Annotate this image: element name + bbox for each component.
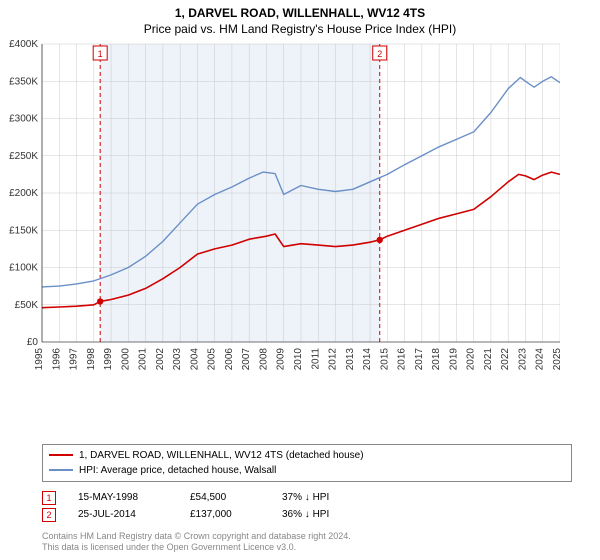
transaction-row: 1 15-MAY-1998 £54,500 37% ↓ HPI: [42, 491, 572, 505]
legend-item: HPI: Average price, detached house, Wals…: [49, 463, 565, 478]
svg-text:£250K: £250K: [9, 151, 38, 162]
transaction-price: £137,000: [190, 509, 260, 520]
legend-box: 1, DARVEL ROAD, WILLENHALL, WV12 4TS (de…: [42, 444, 572, 482]
svg-text:1997: 1997: [69, 348, 80, 371]
svg-text:1996: 1996: [51, 348, 62, 371]
transaction-marker: 1: [42, 491, 56, 505]
svg-text:1999: 1999: [103, 348, 114, 371]
svg-text:£50K: £50K: [15, 300, 39, 311]
legend-label: HPI: Average price, detached house, Wals…: [79, 463, 276, 478]
svg-text:2013: 2013: [345, 348, 356, 371]
svg-text:2018: 2018: [431, 348, 442, 371]
chart-svg: 1 2 £0 £50K £100K £150K £200K £250K £300K £350K £4…: [0, 36, 560, 376]
svg-text:2016: 2016: [397, 348, 408, 371]
svg-text:2006: 2006: [224, 348, 235, 371]
transaction-marker: 2: [42, 508, 56, 522]
svg-text:2000: 2000: [120, 348, 131, 371]
legend-label: 1, DARVEL ROAD, WILLENHALL, WV12 4TS (de…: [79, 448, 364, 463]
svg-text:2020: 2020: [466, 348, 477, 371]
chart-title-subtitle: Price paid vs. HM Land Registry's House …: [0, 22, 600, 36]
svg-text:2024: 2024: [535, 348, 546, 371]
svg-text:2001: 2001: [138, 348, 149, 371]
svg-text:2: 2: [377, 49, 382, 59]
svg-text:2010: 2010: [293, 348, 304, 371]
svg-text:2012: 2012: [328, 348, 339, 371]
svg-text:£350K: £350K: [9, 76, 38, 87]
svg-text:2007: 2007: [241, 348, 252, 371]
transaction-diff: 37% ↓ HPI: [282, 492, 329, 503]
svg-text:£300K: £300K: [9, 114, 38, 125]
transaction-diff: 36% ↓ HPI: [282, 509, 329, 520]
svg-text:2019: 2019: [448, 348, 459, 371]
svg-text:£100K: £100K: [9, 263, 38, 274]
svg-text:2009: 2009: [276, 348, 287, 371]
svg-text:2025: 2025: [552, 348, 560, 371]
svg-text:£0: £0: [27, 337, 39, 348]
svg-text:£400K: £400K: [9, 39, 38, 50]
chart-titles: 1, DARVEL ROAD, WILLENHALL, WV12 4TS Pri…: [0, 0, 600, 36]
legend-swatch: [49, 469, 73, 471]
svg-text:2015: 2015: [379, 348, 390, 371]
chart-plot-area: 1 2 £0 £50K £100K £150K £200K £250K £300K £350K £4…: [0, 36, 600, 438]
transaction-price: £54,500: [190, 492, 260, 503]
svg-text:2008: 2008: [258, 348, 269, 371]
svg-text:2014: 2014: [362, 348, 373, 371]
chart-title-address: 1, DARVEL ROAD, WILLENHALL, WV12 4TS: [0, 6, 600, 20]
svg-text:2022: 2022: [500, 348, 511, 371]
svg-text:2017: 2017: [414, 348, 425, 371]
svg-text:£150K: £150K: [9, 225, 38, 236]
svg-text:2002: 2002: [155, 348, 166, 371]
transaction-date: 25-JUL-2014: [78, 509, 168, 520]
transactions-list: 1 15-MAY-1998 £54,500 37% ↓ HPI 2 25-JUL…: [42, 488, 572, 525]
footer-line: Contains HM Land Registry data © Crown c…: [42, 531, 572, 543]
svg-text:2023: 2023: [517, 348, 528, 371]
svg-text:2011: 2011: [310, 348, 321, 370]
transaction-date: 15-MAY-1998: [78, 492, 168, 503]
svg-text:1995: 1995: [34, 348, 45, 371]
legend-swatch: [49, 454, 73, 456]
chart-container: 1, DARVEL ROAD, WILLENHALL, WV12 4TS Pri…: [0, 0, 600, 560]
svg-text:2021: 2021: [483, 348, 494, 371]
svg-text:2005: 2005: [207, 348, 218, 371]
footer-attribution: Contains HM Land Registry data © Crown c…: [42, 531, 572, 554]
svg-text:£200K: £200K: [9, 188, 38, 199]
transaction-row: 2 25-JUL-2014 £137,000 36% ↓ HPI: [42, 508, 572, 522]
svg-text:2004: 2004: [189, 348, 200, 371]
legend-item: 1, DARVEL ROAD, WILLENHALL, WV12 4TS (de…: [49, 448, 565, 463]
svg-text:1: 1: [98, 49, 103, 59]
footer-line: This data is licensed under the Open Gov…: [42, 542, 572, 554]
svg-text:1998: 1998: [86, 348, 97, 371]
svg-text:2003: 2003: [172, 348, 183, 371]
